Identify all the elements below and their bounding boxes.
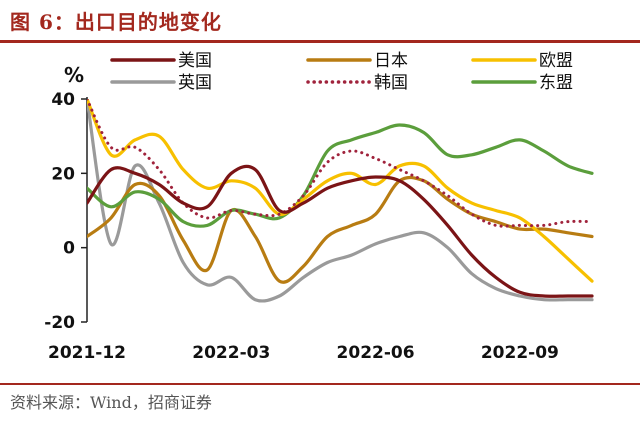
source-rule (0, 383, 640, 385)
axes: 40 20 0 -20% 2021-12 2022-03 2022-06 2022-09 (44, 63, 559, 363)
chart-title: 图 6：出口目的地变化 (10, 10, 222, 34)
x-tick-label: 2022-03 (192, 343, 270, 363)
legend-label: 英国 (178, 73, 212, 93)
series-line-4 (87, 99, 594, 228)
source-note: 资料来源：Wind，招商证券 (10, 393, 212, 412)
y-tick-label: 20 (51, 164, 75, 184)
series-line-5 (87, 123, 594, 228)
series-lines (87, 99, 594, 303)
series-line-1 (87, 175, 594, 284)
legend-label: 韩国 (374, 73, 408, 93)
legend-label: 美国 (178, 51, 212, 71)
series-line-2 (87, 99, 594, 283)
series-line-0 (87, 164, 594, 298)
x-tick-label: 2022-09 (481, 343, 559, 363)
legend-label: 东盟 (539, 73, 573, 93)
legend-label: 欧盟 (539, 51, 573, 71)
x-tick-label: 2022-06 (337, 343, 415, 363)
y-axis-unit: % (64, 63, 84, 87)
y-tick-label: 40 (51, 90, 75, 110)
title-rule (0, 40, 640, 43)
legend-label: 日本 (374, 51, 408, 71)
y-tick-label: -20 (44, 313, 75, 333)
x-tick-label: 2021-12 (48, 343, 126, 363)
y-tick-label: 0 (63, 239, 75, 259)
